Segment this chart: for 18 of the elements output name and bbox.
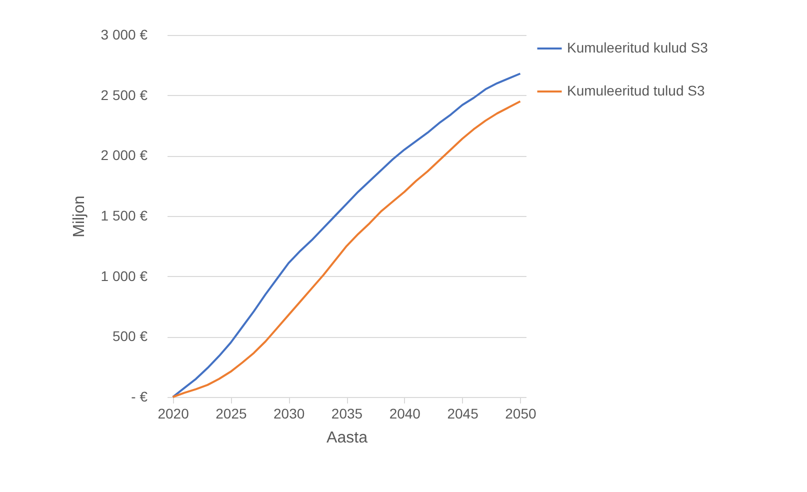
- y-tick-label: - €: [131, 388, 148, 404]
- y-tick-label: 2 000 €: [100, 147, 148, 164]
- y-axis-title: Miljon: [70, 196, 88, 238]
- y-tick-label: 2 500 €: [100, 86, 148, 103]
- x-tick-label: 2020: [158, 406, 190, 422]
- y-tick-label: 1 500 €: [100, 208, 148, 224]
- y-tick-label: 500 €: [112, 328, 148, 344]
- y-tick-label: 1 000 €: [100, 268, 148, 284]
- legend-label: Kumuleeritud kulud S3: [567, 40, 708, 56]
- x-axis-title: Aasta: [326, 430, 368, 446]
- legend-label: Kumuleeritud tulud S3: [567, 82, 705, 98]
- x-tick-label: 2035: [331, 406, 363, 422]
- x-tick-label: 2040: [389, 406, 421, 422]
- x-tick-label: 2025: [216, 406, 247, 422]
- x-tick-label: 2030: [274, 406, 305, 422]
- y-tick-label: 3 000 €: [100, 26, 148, 42]
- x-tick-label: 2050: [505, 406, 536, 422]
- x-tick-label: 2045: [447, 406, 479, 422]
